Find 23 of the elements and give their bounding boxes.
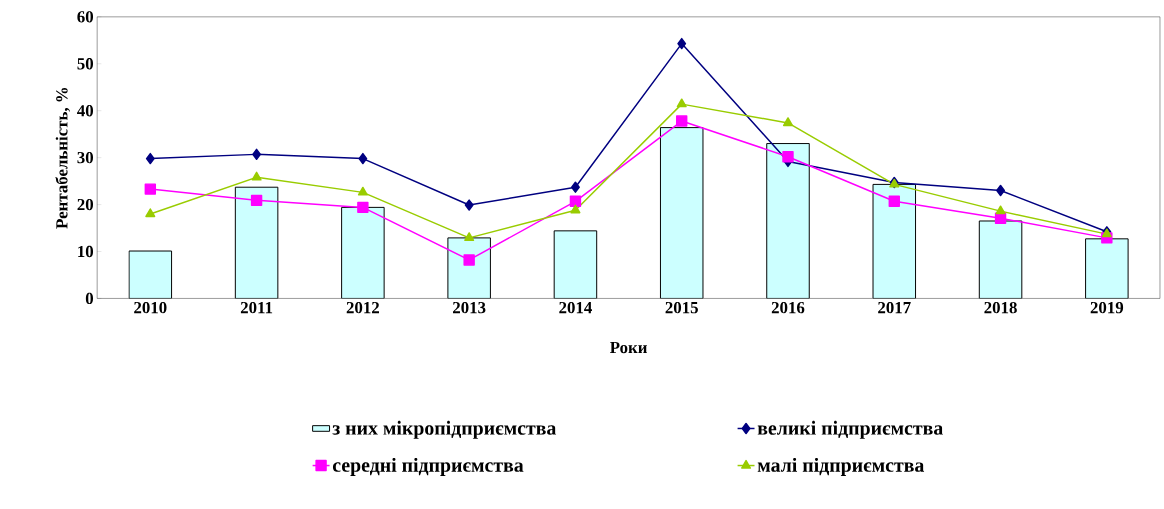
y-tick-label: 40 bbox=[77, 105, 94, 117]
legend-label: великі підприємства bbox=[757, 421, 943, 440]
x-axis-title: Роки bbox=[610, 342, 648, 354]
legend-label: малі підприємства bbox=[757, 458, 925, 477]
y-tick-label: 50 bbox=[77, 58, 94, 70]
x-tick-label: 2013 bbox=[453, 302, 486, 314]
x-tick-label: 2014 bbox=[559, 302, 592, 314]
y-tick-label: 10 bbox=[78, 246, 94, 258]
x-tick-label: 2016 bbox=[771, 302, 805, 314]
y-tick-label: 20 bbox=[77, 199, 94, 211]
x-tick-label: 2011 bbox=[240, 302, 273, 314]
x-tick-label: 2019 bbox=[1090, 302, 1124, 314]
x-tick-label: 2012 bbox=[346, 302, 379, 314]
y-axis-title: Рентабельність, % bbox=[55, 88, 71, 229]
x-tick-label: 2018 bbox=[984, 302, 1017, 314]
x-tick-label: 2015 bbox=[665, 302, 698, 314]
y-tick-label: 60 bbox=[77, 11, 94, 23]
y-tick-label: 0 bbox=[85, 292, 94, 305]
legend-label: середні підприємства bbox=[332, 458, 524, 477]
legend-label: з них мікропідприємства bbox=[332, 421, 557, 440]
y-tick-label: 30 bbox=[77, 152, 94, 164]
x-tick-label: 2017 bbox=[878, 302, 911, 314]
x-tick-label: 2010 bbox=[134, 302, 167, 314]
